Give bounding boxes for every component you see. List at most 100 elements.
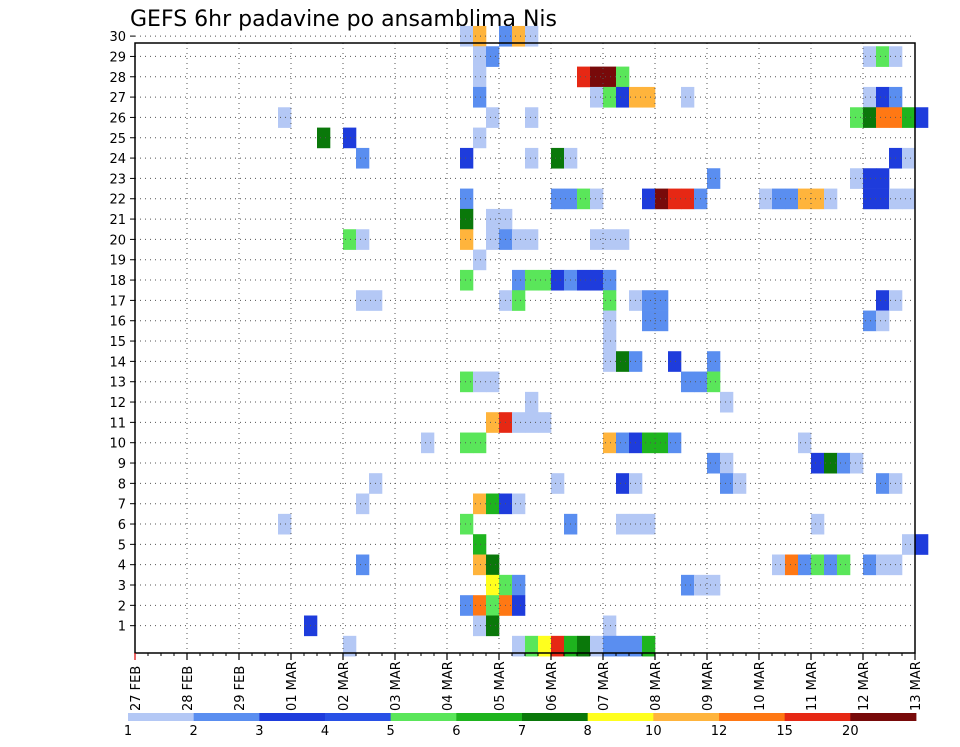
heatmap-cell <box>577 66 591 88</box>
legend-swatch <box>587 713 654 721</box>
heatmap-cell <box>460 432 474 454</box>
legend-label: 20 <box>842 724 859 739</box>
heatmap-cell <box>486 574 500 596</box>
y-tick-label: 16 <box>109 315 126 330</box>
heatmap-cell <box>902 147 916 169</box>
heatmap-cell <box>707 452 721 474</box>
y-axis: 1234567891011121314151617181920212223242… <box>109 30 135 635</box>
heatmap-cell <box>642 432 656 454</box>
legend-swatch <box>259 713 326 721</box>
heatmap-cell <box>707 351 721 372</box>
heatmap-cell <box>486 412 500 433</box>
heatmap-cell <box>473 534 487 555</box>
legend-swatch <box>784 713 851 721</box>
heatmap-cell <box>577 635 591 657</box>
heatmap-cell <box>603 615 617 637</box>
heatmap-cell <box>356 554 370 576</box>
heatmap-cell <box>629 635 643 657</box>
heatmap-cell <box>642 86 656 108</box>
y-tick-label: 12 <box>109 396 126 411</box>
y-tick-label: 4 <box>118 559 126 574</box>
heatmap-cell <box>616 513 630 535</box>
heatmap-cell <box>486 107 500 128</box>
heatmap-cell <box>616 229 630 250</box>
heatmap-cell <box>538 635 552 657</box>
heatmap-cell <box>551 473 565 494</box>
heatmap-cell <box>512 595 526 616</box>
x-tick-label: 03 MAR <box>389 661 404 711</box>
heatmap-cell <box>473 554 487 576</box>
y-tick-label: 30 <box>109 30 126 45</box>
heatmap-cell <box>863 107 877 128</box>
heatmap-cell <box>720 452 734 474</box>
y-tick-label: 18 <box>109 274 126 289</box>
heatmap-cell <box>343 635 357 657</box>
heatmap-cell <box>512 25 526 47</box>
heatmap-cell <box>525 229 539 250</box>
heatmap-cell <box>863 310 877 332</box>
heatmap-cell <box>603 229 617 250</box>
heatmap-cell <box>525 269 539 291</box>
heatmap-cell <box>707 168 721 189</box>
y-tick-label: 26 <box>109 111 126 126</box>
legend-label: 3 <box>255 724 263 739</box>
x-tick-label: 27 FEB <box>129 666 144 711</box>
x-axis: 27 FEB 28 FEB 29 FEB 01 MAR 02 MAR 03 MAR 04 M… <box>129 653 924 711</box>
heatmap-cell <box>863 554 877 576</box>
heatmap-cell <box>551 147 565 169</box>
heatmap-cell <box>876 473 890 494</box>
y-tick-label: 6 <box>118 518 126 533</box>
y-tick-label: 28 <box>109 71 126 86</box>
heatmap-cell <box>681 86 695 108</box>
heatmap-cell <box>512 493 526 515</box>
heatmap-cell <box>681 188 695 210</box>
heatmap-cell <box>902 534 916 555</box>
heatmap-cell <box>356 493 370 515</box>
heatmap-cell <box>590 229 604 250</box>
heatmap-cell <box>603 330 617 352</box>
heatmap-cell <box>486 46 500 67</box>
heatmap-cell <box>577 188 591 210</box>
x-tick-label: 08 MAR <box>649 661 664 711</box>
heatmap-cell <box>681 371 695 393</box>
legend-label: 5 <box>387 724 395 739</box>
y-tick-label: 7 <box>118 498 126 513</box>
heatmap-cell <box>707 371 721 393</box>
heatmap-cell <box>460 208 474 230</box>
heatmap-cell <box>603 86 617 108</box>
heatmap-cell <box>590 635 604 657</box>
heatmap-cell <box>460 25 474 47</box>
heatmap-cell <box>356 229 370 250</box>
heatmap-cell <box>785 554 799 576</box>
heatmap-cell <box>460 371 474 393</box>
heatmap-cell <box>473 46 487 67</box>
heatmap-cell <box>473 371 487 393</box>
heatmap-cell <box>603 635 617 657</box>
heatmap-cell <box>876 554 890 576</box>
x-tick-label: 12 MAR <box>857 661 872 711</box>
y-tick-label: 13 <box>109 376 126 391</box>
x-tick-label: 05 MAR <box>493 661 508 711</box>
heatmap-cell <box>720 473 734 494</box>
heatmap-cell <box>668 188 682 210</box>
legend-label: 2 <box>190 724 198 739</box>
y-tick-label: 1 <box>118 620 126 635</box>
heatmap-cell <box>616 432 630 454</box>
heatmap-cell <box>486 493 500 515</box>
heatmap-cell <box>590 188 604 210</box>
y-tick-label: 3 <box>118 579 126 594</box>
y-tick-label: 9 <box>118 457 126 472</box>
heatmap-cell <box>512 412 526 433</box>
x-tick-label: 07 MAR <box>597 661 612 711</box>
heatmap-cell <box>512 290 526 311</box>
heatmap-cell <box>356 290 370 311</box>
heatmap-cell <box>915 534 929 555</box>
y-tick-label: 8 <box>118 477 126 492</box>
heatmap-cell <box>863 188 877 210</box>
y-tick-label: 23 <box>109 172 126 187</box>
heatmap-cell <box>343 229 357 250</box>
y-tick-label: 25 <box>109 132 126 147</box>
heatmap-cell <box>473 127 487 149</box>
heatmap-cell <box>460 513 474 535</box>
